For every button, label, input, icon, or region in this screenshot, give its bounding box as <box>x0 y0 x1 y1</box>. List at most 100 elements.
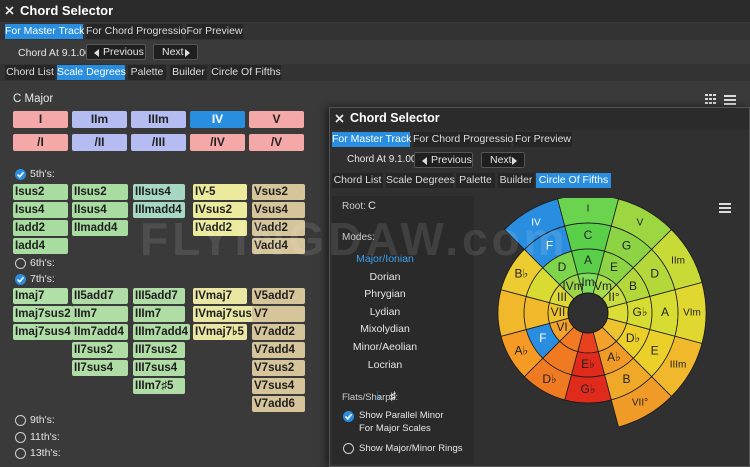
checkbox[interactable] <box>15 415 26 426</box>
arrow-icon <box>421 154 428 168</box>
chord-button[interactable]: Vsus2 <box>252 184 305 200</box>
degree-button[interactable]: V <box>249 111 304 128</box>
circle-label: E♭ <box>581 357 595 371</box>
chord-button[interactable]: IIIm7add4 <box>133 324 191 340</box>
button-label: Next <box>162 46 184 58</box>
mode-option[interactable]: Dorian <box>369 270 401 283</box>
checkbox[interactable] <box>15 258 26 269</box>
chord-button[interactable]: Isus4 <box>13 202 68 218</box>
chord-button[interactable]: V7sus2 <box>252 360 305 376</box>
chord-button[interactable]: IIm7 <box>72 306 128 322</box>
tab[interactable]: Scale Degrees <box>386 173 455 188</box>
button[interactable]: Previous <box>414 152 473 168</box>
tab[interactable]: Palette <box>456 173 495 188</box>
chord-button[interactable]: II7sus2 <box>72 342 128 358</box>
mode-option[interactable]: Major/Ionian <box>356 253 414 265</box>
chord-button[interactable]: IImadd4 <box>72 220 128 236</box>
chord-button[interactable]: IIsus4 <box>72 202 128 218</box>
tab[interactable]: For Preview <box>186 24 243 39</box>
degree-button[interactable]: IV <box>190 111 245 128</box>
tab[interactable]: For Master Track <box>332 132 412 147</box>
chord-button[interactable]: V7sus4 <box>252 378 305 394</box>
button[interactable]: Next <box>481 152 525 168</box>
degree-button[interactable]: IIIm <box>131 111 186 128</box>
tab[interactable]: Scale Degrees <box>57 65 126 80</box>
circle-label: VI <box>556 320 567 334</box>
chord-button[interactable]: IIIm7♯5 <box>133 378 185 394</box>
button[interactable]: Next <box>153 44 198 60</box>
tab[interactable]: For Chord Progression <box>86 24 193 39</box>
chord-button[interactable]: IIsus2 <box>72 184 128 200</box>
chord-button[interactable]: IVmaj7sus2 <box>193 306 261 322</box>
checkbox-checked[interactable] <box>15 169 26 180</box>
chord-button[interactable]: V5add7 <box>252 288 305 304</box>
chord-button[interactable]: Isus2 <box>13 184 68 200</box>
chord-button[interactable]: Imaj7sus2 <box>13 306 73 322</box>
mode-option[interactable]: Mixolydian <box>360 323 410 336</box>
close-icon[interactable] <box>5 6 14 15</box>
side-panel <box>332 196 474 464</box>
chord-button[interactable]: V7add6 <box>252 396 305 412</box>
tab[interactable]: Circle Of Fifths <box>211 65 281 80</box>
tab[interactable]: For Master Track <box>5 24 85 39</box>
menu-icon[interactable] <box>719 203 731 213</box>
chord-button[interactable]: Vsus4 <box>252 202 305 218</box>
slash-chord-button[interactable]: /V <box>249 134 304 151</box>
chord-button[interactable]: II7sus4 <box>72 360 128 376</box>
degree-button[interactable]: I <box>13 111 68 128</box>
chord-button[interactable]: III5add7 <box>133 288 185 304</box>
chord-button[interactable]: II5add7 <box>72 288 128 304</box>
chord-button[interactable]: IVmaj7 <box>193 288 247 304</box>
grid-icon[interactable] <box>705 94 716 104</box>
chord-button[interactable]: IVsus2 <box>193 202 247 218</box>
slash-chord-button[interactable]: /III <box>131 134 186 151</box>
mode-option[interactable]: Minor/Aeolian <box>352 341 418 353</box>
chord-button[interactable]: IIIsus4 <box>133 184 185 200</box>
chord-button[interactable]: IV-5 <box>193 184 247 200</box>
tab[interactable]: Chord List <box>5 65 55 80</box>
chord-button[interactable]: V7 <box>252 306 305 322</box>
chord-button[interactable]: V7add4 <box>252 342 305 358</box>
tab[interactable]: Palette <box>128 65 166 80</box>
chord-button[interactable]: IVmaj7♭5 <box>193 324 247 340</box>
mode-option[interactable]: Locrian <box>367 358 403 371</box>
slash-chord-button[interactable]: /IV <box>190 134 245 151</box>
tab[interactable]: Chord List <box>332 173 383 188</box>
checkbox-checked[interactable] <box>343 411 354 422</box>
chord-button[interactable]: Vadd4 <box>252 238 305 254</box>
group-label: 11th's: <box>30 431 60 443</box>
button[interactable]: Previous <box>86 44 146 60</box>
chord-button[interactable]: Imaj7 <box>13 288 68 304</box>
sharp-toggle[interactable]: ♯ <box>390 389 396 403</box>
chord-button[interactable]: Iadd4 <box>13 238 68 254</box>
flat-toggle[interactable]: ♭ <box>376 389 382 403</box>
checkbox[interactable] <box>343 443 354 454</box>
tab[interactable]: Builder <box>498 173 534 188</box>
tab[interactable]: Builder <box>170 65 207 80</box>
chord-button[interactable]: IIImadd4 <box>133 202 185 218</box>
chord-button[interactable]: IIIm7 <box>133 306 185 322</box>
close-icon[interactable] <box>335 114 344 123</box>
tab[interactable]: For Chord Progression <box>413 132 520 147</box>
checkbox[interactable] <box>15 432 26 443</box>
chord-button[interactable]: III7sus2 <box>133 342 185 358</box>
chord-button[interactable]: III7sus4 <box>133 360 185 376</box>
tab[interactable]: For Preview <box>514 132 572 147</box>
chord-button[interactable]: Imaj7sus4 <box>13 324 73 340</box>
slash-chord-button[interactable]: /I <box>13 134 68 151</box>
checkbox[interactable] <box>15 448 26 459</box>
menu-icon[interactable] <box>724 95 736 105</box>
slash-chord-button[interactable]: /II <box>72 134 127 151</box>
chord-button[interactable]: Iadd2 <box>13 220 68 236</box>
chord-button[interactable]: IVadd2 <box>193 220 247 236</box>
mode-option[interactable]: Lydian <box>369 305 401 318</box>
circle-label: F <box>539 331 546 345</box>
chord-button[interactable]: V7add2 <box>252 324 305 340</box>
mode-option[interactable]: Phrygian <box>364 288 406 301</box>
checkbox-checked[interactable] <box>15 274 26 285</box>
chord-button[interactable]: Vadd2 <box>252 220 305 236</box>
tab[interactable]: Circle Of Fifths <box>536 173 611 188</box>
degree-button[interactable]: IIm <box>72 111 127 128</box>
chord-button[interactable]: IIm7add4 <box>72 324 128 340</box>
